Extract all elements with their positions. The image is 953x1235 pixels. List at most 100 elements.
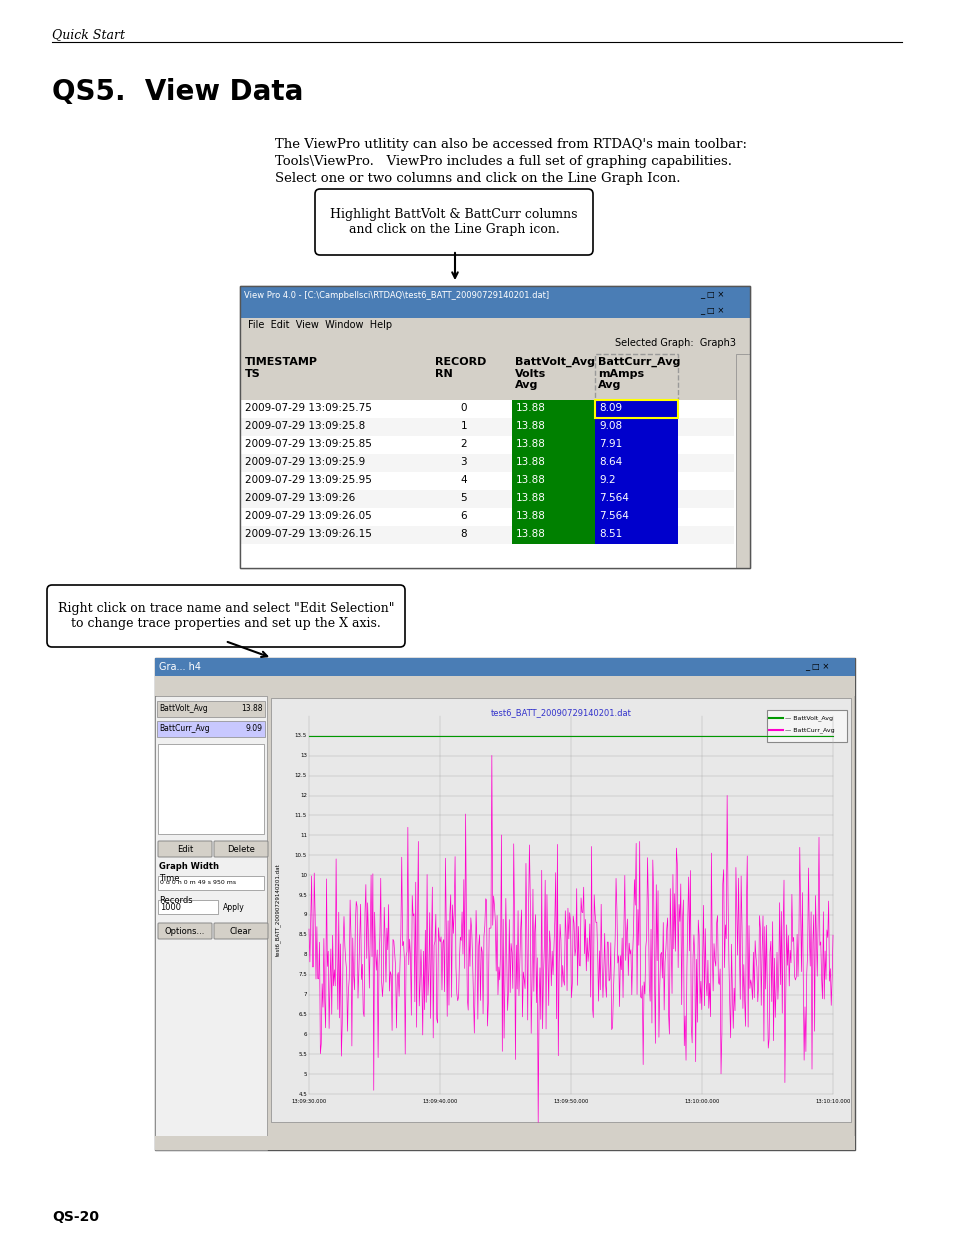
- Text: 11: 11: [299, 832, 307, 837]
- Text: 1000: 1000: [160, 903, 181, 911]
- Text: 13.88: 13.88: [516, 403, 545, 412]
- Text: 9.09: 9.09: [246, 724, 263, 734]
- Text: 12.5: 12.5: [294, 773, 307, 778]
- FancyBboxPatch shape: [158, 876, 264, 890]
- Text: 7.564: 7.564: [598, 511, 628, 521]
- Text: 8: 8: [303, 952, 307, 957]
- Text: 8: 8: [460, 529, 467, 538]
- Text: 7.5: 7.5: [298, 972, 307, 977]
- Text: 11.5: 11.5: [294, 813, 307, 818]
- FancyBboxPatch shape: [213, 841, 268, 857]
- Text: 7.91: 7.91: [598, 438, 621, 450]
- FancyBboxPatch shape: [240, 287, 749, 568]
- Text: View Pro 4.0 - [C:\Campbellsci\RTDAQ\test6_BATT_20090729140201.dat]: View Pro 4.0 - [C:\Campbellsci\RTDAQ\tes…: [244, 290, 549, 300]
- Text: _ □ ×: _ □ ×: [804, 662, 828, 672]
- Text: Records: Records: [159, 897, 193, 905]
- Text: BattCurr_Avg
mAmps
Avg: BattCurr_Avg mAmps Avg: [598, 357, 679, 390]
- Text: test6_BATT_20090729140201.dat: test6_BATT_20090729140201.dat: [274, 863, 280, 956]
- Text: QS-20: QS-20: [52, 1210, 99, 1224]
- Text: 4: 4: [460, 475, 467, 485]
- Text: — BattCurr_Avg: — BattCurr_Avg: [784, 727, 834, 732]
- Text: Select one or two columns and click on the Line Graph Icon.: Select one or two columns and click on t…: [274, 172, 679, 185]
- Text: 6.5: 6.5: [298, 1011, 307, 1016]
- Text: BattCurr_Avg: BattCurr_Avg: [159, 724, 210, 734]
- Text: Options...: Options...: [165, 926, 205, 935]
- Text: Tools\ViewPro.   ViewPro includes a full set of graphing capabilities.: Tools\ViewPro. ViewPro includes a full s…: [274, 156, 731, 168]
- FancyBboxPatch shape: [595, 454, 678, 472]
- Text: Selected Graph:  Graph3: Selected Graph: Graph3: [615, 338, 735, 348]
- Text: _ □ ×: _ □ ×: [700, 306, 723, 315]
- FancyBboxPatch shape: [240, 454, 733, 472]
- FancyBboxPatch shape: [157, 701, 265, 718]
- Text: 0 d 0 h 0 m 49 s 950 ms: 0 d 0 h 0 m 49 s 950 ms: [160, 881, 236, 885]
- Text: File  Edit  View  Window  Help: File Edit View Window Help: [248, 320, 392, 330]
- FancyBboxPatch shape: [240, 287, 749, 304]
- Text: 7: 7: [303, 992, 307, 997]
- Text: Right click on trace name and select "Edit Selection"
to change trace properties: Right click on trace name and select "Ed…: [58, 601, 394, 630]
- FancyBboxPatch shape: [158, 841, 212, 857]
- FancyBboxPatch shape: [158, 923, 212, 939]
- FancyBboxPatch shape: [158, 900, 218, 914]
- Text: 2009-07-29 13:09:26.05: 2009-07-29 13:09:26.05: [245, 511, 372, 521]
- Text: 13:09:30.000: 13:09:30.000: [291, 1099, 326, 1104]
- Text: 13.88: 13.88: [516, 438, 545, 450]
- Text: RECORD
RN: RECORD RN: [435, 357, 486, 379]
- FancyBboxPatch shape: [512, 400, 595, 417]
- FancyBboxPatch shape: [595, 436, 678, 454]
- FancyBboxPatch shape: [154, 697, 267, 1150]
- Text: The ViewPro utlitity can also be accessed from RTDAQ's main toolbar:: The ViewPro utlitity can also be accesse…: [274, 138, 746, 151]
- Text: _ □ ×: _ □ ×: [700, 290, 723, 300]
- FancyBboxPatch shape: [240, 490, 733, 508]
- FancyBboxPatch shape: [240, 417, 733, 436]
- FancyBboxPatch shape: [240, 317, 749, 332]
- Text: 13:09:40.000: 13:09:40.000: [422, 1099, 457, 1104]
- FancyBboxPatch shape: [512, 436, 595, 454]
- Text: 13.88: 13.88: [516, 529, 545, 538]
- Text: 8.51: 8.51: [598, 529, 621, 538]
- FancyBboxPatch shape: [213, 923, 268, 939]
- Text: 2009-07-29 13:09:25.8: 2009-07-29 13:09:25.8: [245, 421, 365, 431]
- Text: 13:09:50.000: 13:09:50.000: [553, 1099, 588, 1104]
- FancyBboxPatch shape: [154, 1136, 854, 1150]
- Text: 1: 1: [460, 421, 467, 431]
- Text: 13.88: 13.88: [241, 704, 263, 713]
- FancyBboxPatch shape: [154, 658, 854, 1150]
- FancyBboxPatch shape: [154, 676, 854, 697]
- FancyBboxPatch shape: [512, 417, 595, 436]
- FancyBboxPatch shape: [512, 490, 595, 508]
- Text: 0: 0: [460, 403, 467, 412]
- Text: 13.5: 13.5: [294, 734, 307, 739]
- Text: — BattVolt_Avg: — BattVolt_Avg: [784, 715, 832, 721]
- FancyBboxPatch shape: [595, 526, 678, 543]
- Text: 2009-07-29 13:09:26: 2009-07-29 13:09:26: [245, 493, 355, 503]
- FancyBboxPatch shape: [157, 721, 265, 737]
- FancyBboxPatch shape: [240, 400, 733, 417]
- Text: 9.08: 9.08: [598, 421, 621, 431]
- Text: Quick Start: Quick Start: [52, 28, 125, 41]
- FancyBboxPatch shape: [512, 472, 595, 490]
- Text: BattVolt_Avg
Volts
Avg: BattVolt_Avg Volts Avg: [515, 357, 595, 390]
- FancyBboxPatch shape: [158, 743, 264, 834]
- FancyBboxPatch shape: [314, 189, 593, 254]
- FancyBboxPatch shape: [240, 436, 733, 454]
- FancyBboxPatch shape: [512, 508, 595, 526]
- Text: 5.5: 5.5: [298, 1052, 307, 1057]
- Text: QS5.  View Data: QS5. View Data: [52, 78, 303, 106]
- FancyBboxPatch shape: [240, 304, 749, 317]
- FancyBboxPatch shape: [271, 698, 850, 1123]
- Text: 4.5: 4.5: [298, 1092, 307, 1097]
- Text: 2009-07-29 13:09:25.85: 2009-07-29 13:09:25.85: [245, 438, 372, 450]
- Text: 13.88: 13.88: [516, 493, 545, 503]
- Text: 3: 3: [460, 457, 467, 467]
- Text: 13:10:10.000: 13:10:10.000: [815, 1099, 850, 1104]
- Text: 7.564: 7.564: [598, 493, 628, 503]
- Text: 6: 6: [460, 511, 467, 521]
- Text: Edit: Edit: [176, 845, 193, 853]
- FancyBboxPatch shape: [47, 585, 405, 647]
- Text: Highlight BattVolt & BattCurr columns
and click on the Line Graph icon.: Highlight BattVolt & BattCurr columns an…: [330, 207, 578, 236]
- Text: 13.88: 13.88: [516, 475, 545, 485]
- FancyBboxPatch shape: [735, 354, 749, 568]
- FancyBboxPatch shape: [595, 417, 678, 436]
- Text: test6_BATT_20090729140201.dat: test6_BATT_20090729140201.dat: [490, 708, 631, 718]
- Text: 8.5: 8.5: [298, 932, 307, 937]
